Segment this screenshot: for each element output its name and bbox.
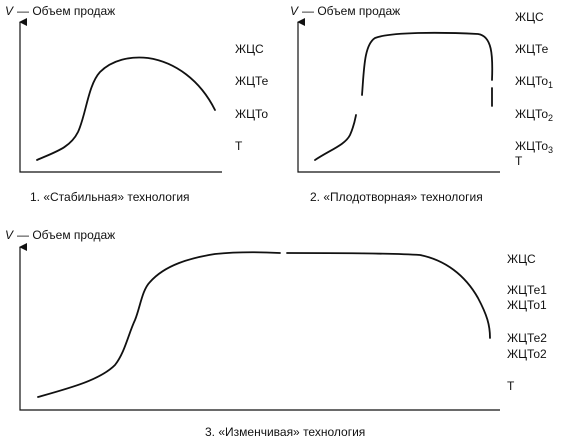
caption: 3. «Изменчивая» технология [205,425,365,439]
label-text: ЖЦТо [515,139,548,153]
axis-label: — Объем продаж [302,4,400,18]
curve [37,251,281,398]
label-subscript: 3 [548,145,553,155]
label: Т [507,379,515,393]
axis-variable: V [5,228,14,242]
label: ЖЦС [507,252,536,266]
axis-title: V — Объем продаж [5,228,115,242]
label: ЖЦТо3 [515,139,553,155]
axis-label: — Объем продаж [17,228,115,242]
curve [286,252,491,339]
axis-variable: V [290,4,299,18]
axes [297,18,500,173]
label: ЖЦТо1 [507,298,547,312]
curve [36,56,216,161]
caption: 2. «Плодотворная» технология [310,190,483,204]
label: ЖЦТо2 [507,347,547,361]
label-subscript: 1 [548,80,553,90]
label: ЖЦТо2 [515,107,553,123]
label: ЖЦТе1 [507,283,547,297]
panel-3: V — Объем продаж ЖЦС ЖЦТе1 ЖЦТо1 ЖЦТе2 ЖЦ… [5,228,547,439]
label: ЖЦТо1 [515,74,553,90]
label: Т [515,154,523,168]
axis-label: — Объем продаж [17,4,115,18]
axes [19,18,222,173]
axis-title: V — Объем продаж [5,4,115,18]
label: ЖЦС [235,42,264,56]
axis-title: V — Объем продаж [290,4,400,18]
label: ЖЦТо [235,107,268,121]
label-text: ЖЦТо [515,74,548,88]
panel-2: V — Объем продаж ЖЦС ЖЦТе ЖЦТо1 ЖЦТо2 ЖЦТ… [290,4,553,204]
axes [19,243,500,411]
label: ЖЦТе [235,74,269,88]
panel-1: V — Объем продаж ЖЦС ЖЦТе ЖЦТо Т 1. «Стаб… [5,4,269,204]
axis-variable: V [5,4,14,18]
caption: 1. «Стабильная» технология [30,190,190,204]
label-subscript: 2 [548,113,553,123]
label: ЖЦТе2 [507,331,547,345]
curve [361,31,494,96]
label: ЖЦТе [515,42,549,56]
curve [314,114,357,161]
label: Т [235,139,243,153]
label: ЖЦС [515,10,544,24]
label-text: ЖЦТо [515,107,548,121]
